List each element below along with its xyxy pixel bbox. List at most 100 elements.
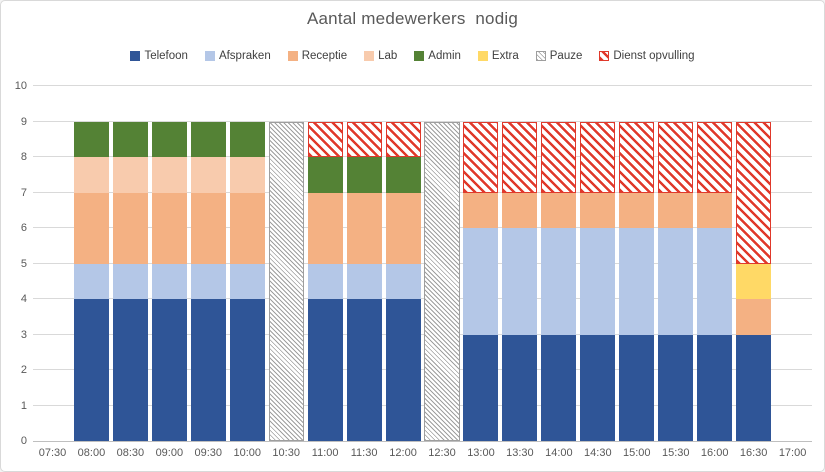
bar-segment	[736, 334, 772, 441]
stacked-bar	[35, 86, 70, 441]
bar-segment	[385, 157, 421, 193]
bar-segment	[307, 263, 343, 299]
legend-item: Admin	[414, 50, 461, 62]
bar-slot	[423, 86, 462, 441]
stacked-bar	[151, 86, 187, 441]
legend-swatch-icon	[364, 51, 375, 61]
stacked-bar	[463, 86, 499, 441]
bar-segment	[346, 263, 382, 299]
x-tick-label: 15:30	[661, 447, 690, 459]
bar-slot	[384, 86, 423, 441]
legend-swatch-icon	[535, 51, 546, 61]
bar-segment	[697, 192, 733, 228]
legend-item: Receptie	[287, 50, 348, 62]
bar-segment	[112, 192, 148, 264]
legend-label: Afspraken	[218, 50, 271, 62]
bar-segment	[190, 157, 226, 193]
bar-segment	[697, 228, 733, 335]
legend-item: Telefoon	[130, 50, 188, 62]
bar-slot	[150, 86, 189, 441]
x-tick-label: 13:00	[467, 447, 495, 459]
x-tick-label: 10:30	[272, 447, 300, 459]
legend-item: Dienst opvulling	[599, 50, 695, 62]
bar-segment	[112, 121, 148, 157]
bar-segment	[736, 121, 772, 264]
bar-segment	[463, 334, 499, 441]
x-tick-label: 17:00	[778, 447, 807, 459]
stacked-bar	[658, 86, 694, 441]
y-tick-label: 3	[20, 328, 27, 341]
bar-segment	[385, 299, 421, 441]
bar-segment	[73, 263, 109, 299]
bar-slot	[345, 86, 384, 441]
x-tick-label: 15:00	[623, 447, 651, 459]
bar-slot	[578, 86, 617, 441]
bar-slot	[656, 86, 695, 441]
x-tick-label: 10:00	[233, 447, 261, 459]
chart-title: Aantal medewerkers nodig	[306, 9, 518, 28]
y-tick-label: 4	[20, 293, 27, 305]
x-tick-label: 14:00	[545, 447, 573, 459]
y-tick-label: 7	[20, 186, 27, 199]
bar-segment	[541, 121, 577, 193]
bar-segment	[580, 334, 616, 441]
bar-segment	[151, 157, 187, 193]
bar-segment	[73, 157, 109, 193]
bar-segment	[73, 192, 109, 264]
bar-slot	[617, 86, 656, 441]
bar-segment	[580, 228, 616, 335]
x-tick-label: 08:30	[116, 447, 145, 459]
bar-segment	[502, 192, 538, 228]
bar-segment	[151, 192, 187, 264]
bar-segment	[619, 121, 655, 193]
legend-swatch-icon	[287, 51, 298, 61]
stacked-bar	[268, 86, 304, 441]
x-tick-label: 07:30	[38, 447, 67, 459]
gridline	[33, 298, 812, 299]
x-axis: 07:30 08:00 08:30 09:00 09:30 10:00 10:30 11:00…	[33, 447, 812, 459]
legend: Telefoon Afspraken Receptie Lab Admin Extra Pa…	[1, 50, 824, 62]
bar-segment	[502, 121, 538, 193]
bar-slot	[734, 86, 773, 441]
bar-segment	[268, 121, 304, 441]
stacked-bar	[736, 86, 772, 441]
x-tick-label: 14:30	[584, 447, 612, 459]
legend-item: Extra	[477, 50, 519, 62]
x-tick-label: 08:00	[77, 447, 106, 459]
gridline	[33, 262, 812, 264]
bar-segment	[385, 121, 421, 157]
x-tick-label: 16:30	[739, 447, 768, 459]
bar-segment	[307, 192, 343, 264]
bar-segment	[190, 263, 226, 299]
y-tick-label: 1	[20, 399, 27, 412]
gridline	[33, 227, 812, 228]
bar-segment	[658, 228, 694, 335]
bar-segment	[229, 299, 265, 441]
bar-segment	[619, 228, 655, 335]
legend-swatch-icon	[477, 51, 488, 61]
legend-swatch-icon	[599, 51, 610, 61]
stacked-bar	[346, 86, 382, 441]
gridline	[33, 333, 812, 335]
legend-label: Receptie	[301, 50, 348, 62]
legend-label: Admin	[428, 50, 461, 62]
bar-slot	[695, 86, 734, 441]
legend-label: Lab	[378, 50, 398, 62]
bar-segment	[619, 334, 655, 441]
bar-segment	[346, 299, 382, 441]
gridline	[33, 156, 812, 157]
bar-segment	[112, 263, 148, 299]
x-tick-label: 12:30	[428, 447, 456, 459]
legend-item: Afspraken	[204, 50, 271, 62]
y-axis: 0 1 2 3 4 5 6 7 8 9 10	[1, 80, 27, 447]
bar-slot	[773, 86, 812, 441]
gridline	[33, 85, 812, 86]
stacked-bar	[229, 86, 265, 441]
stacked-bar	[112, 86, 148, 441]
bar-segment	[385, 263, 421, 299]
bar-segment	[112, 157, 148, 193]
bar-slot	[111, 86, 150, 441]
stacked-bar	[619, 86, 655, 441]
bar-segment	[112, 299, 148, 441]
y-tick-label: 6	[20, 222, 27, 234]
